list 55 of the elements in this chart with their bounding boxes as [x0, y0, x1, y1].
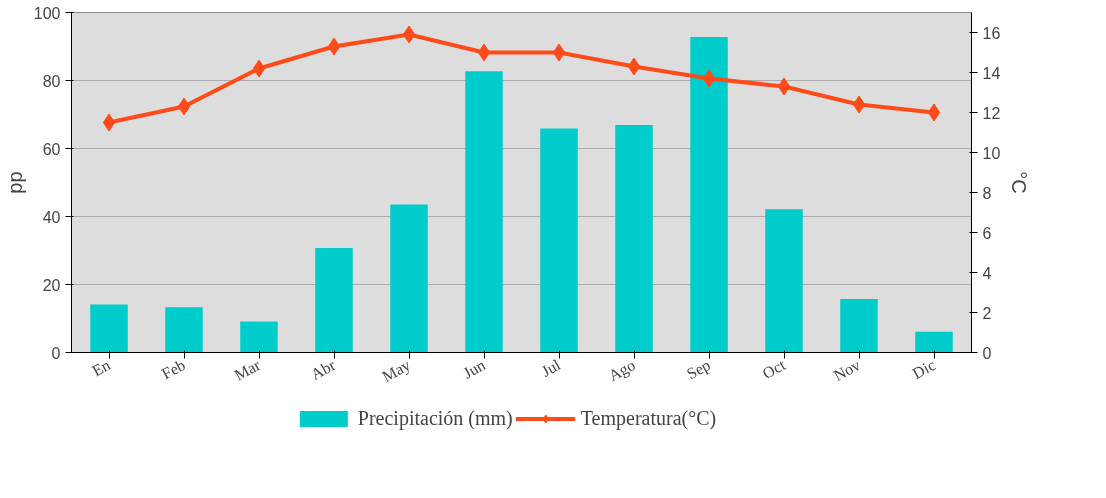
bar	[240, 321, 278, 353]
y2-tick-label: 6	[982, 224, 992, 242]
bar	[690, 36, 728, 353]
y2-tick-label: 0	[982, 344, 992, 362]
y2-tick-label: 8	[982, 184, 992, 202]
x-tick-label: Oct	[759, 355, 789, 383]
bar	[465, 71, 503, 353]
legend-label: Precipitación (mm)	[357, 406, 513, 430]
x-tick-label: May	[379, 356, 414, 386]
y-axis-title: pp	[3, 171, 26, 194]
x-tick-label: Nov	[830, 356, 864, 385]
y2-axis-title: °C	[1008, 171, 1031, 194]
y2-tick-label: 2	[982, 304, 992, 322]
x-tick-label: Jun	[460, 356, 489, 382]
x-tick-label: Mar	[231, 355, 264, 384]
x-tick-label: Sep	[683, 356, 714, 384]
point	[627, 57, 641, 76]
bar	[90, 304, 128, 353]
bar	[390, 204, 428, 353]
x-tick-label: Abr	[308, 355, 339, 383]
y2-tick-label: 14	[982, 64, 1001, 82]
point	[327, 37, 341, 56]
y-tick-label: 20	[42, 276, 61, 294]
y-tick-label: 60	[42, 140, 61, 158]
bar	[615, 125, 653, 353]
y2-tick-label: 12	[982, 104, 1001, 122]
y-tick-label: 0	[51, 344, 61, 362]
bar	[315, 248, 353, 353]
y2-tick-label: 16	[982, 24, 1001, 42]
legend-label: Temperatura(°C)	[580, 406, 717, 430]
point	[927, 103, 941, 122]
bar	[165, 307, 203, 353]
point	[177, 97, 191, 116]
y2-tick-label: 10	[982, 144, 1001, 162]
point	[402, 25, 416, 44]
x-tick-label: Feb	[158, 356, 189, 383]
bar	[540, 128, 578, 353]
bar	[765, 209, 803, 353]
x-tick-label: Dic	[909, 356, 939, 383]
bar	[840, 299, 878, 353]
point	[252, 59, 266, 78]
point	[477, 43, 491, 62]
point	[102, 113, 116, 132]
point	[852, 95, 866, 114]
y-tick-label: 40	[42, 208, 61, 226]
bar	[915, 331, 953, 353]
x-tick-label: Ago	[605, 356, 639, 386]
y2-tick-label: 4	[982, 264, 992, 282]
point	[777, 77, 791, 96]
x-tick-label: En	[89, 356, 114, 380]
point	[702, 69, 716, 88]
x-tick-label: Jul	[538, 355, 564, 380]
y-tick-label: 100	[33, 4, 61, 22]
point	[552, 43, 566, 62]
y-tick-label: 80	[42, 72, 61, 90]
